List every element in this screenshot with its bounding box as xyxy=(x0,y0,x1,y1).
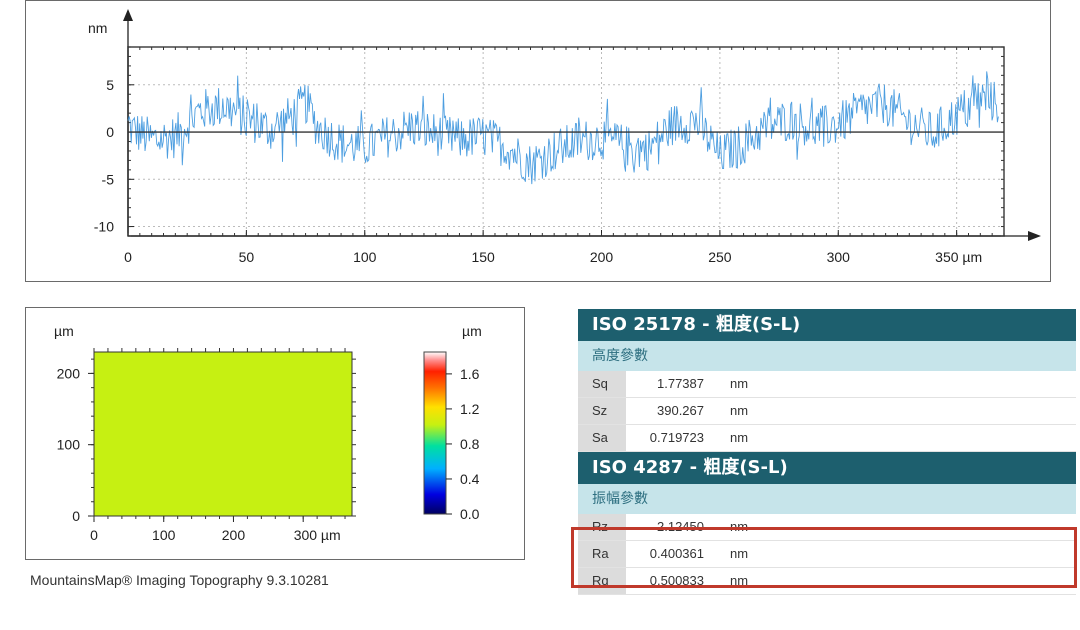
colorbar-tick-label: 0.0 xyxy=(460,506,480,522)
colorbar-tick-label: 1.2 xyxy=(460,401,480,417)
map-y-unit: µm xyxy=(54,323,74,339)
param-value: 0.719723 xyxy=(649,430,704,445)
map-x-tick-label: 200 xyxy=(222,527,246,543)
section-subtitle-amplitude: 振幅參數 xyxy=(578,484,1076,514)
param-row-sa: Sa 0.719723 nm xyxy=(578,425,1076,452)
heatmap-panel: µm 0 100 200 300 µm 0 100 200 µm 1.6 1.2 0.8 0.4 0.0 xyxy=(25,307,525,560)
param-unit: nm xyxy=(730,573,749,588)
topography-map: µm 0 100 200 300 µm 0 100 200 µm 1.6 1.2 0.8 0.4 0.0 xyxy=(54,323,482,543)
param-filler xyxy=(772,371,1076,397)
x-tick-label: 250 xyxy=(708,249,732,265)
param-row-sz: Sz 390.267 nm xyxy=(578,398,1076,425)
colorbar xyxy=(423,351,447,515)
y-tick-label: 0 xyxy=(106,124,114,140)
param-unit: nm xyxy=(730,546,749,561)
y-tick-label: -10 xyxy=(94,219,114,235)
section-title-iso25178: ISO 25178 - 粗度(S-L) xyxy=(578,309,1076,341)
map-surface xyxy=(93,351,353,517)
x-tick-label: 150 xyxy=(471,249,495,265)
map-y-tick-label: 0 xyxy=(72,508,80,524)
param-value: 1.77387 xyxy=(657,376,704,391)
map-x-tick-label: 300 µm xyxy=(294,527,341,543)
param-name: Sa xyxy=(578,425,626,451)
map-x-tick-label: 0 xyxy=(90,527,98,543)
x-tick-label: 300 xyxy=(827,249,851,265)
highlight-box-ra-rq xyxy=(571,527,1077,588)
param-name: Rq xyxy=(578,568,626,594)
param-value: 390.267 xyxy=(657,403,704,418)
x-tick-label: 100 xyxy=(353,249,377,265)
param-name: Sq xyxy=(578,371,626,397)
x-tick-label: 200 xyxy=(590,249,614,265)
colorbar-unit: µm xyxy=(462,323,482,339)
param-value: 0.400361 xyxy=(649,546,704,561)
x-axis-arrow xyxy=(1028,231,1041,241)
param-unit: nm xyxy=(730,376,749,391)
colorbar-tick-label: 0.4 xyxy=(460,471,480,487)
param-unit: nm xyxy=(730,403,749,418)
param-unit: nm xyxy=(730,430,749,445)
x-tick-label: 50 xyxy=(239,249,255,265)
parameter-table: ISO 25178 - 粗度(S-L) 高度參數 Sq 1.77387 nm Sz 39… xyxy=(578,309,1076,595)
param-filler xyxy=(772,425,1076,451)
y-unit-label: nm xyxy=(88,20,107,36)
param-filler xyxy=(772,398,1076,424)
map-y-tick-label: 100 xyxy=(57,437,81,453)
y-tick-label: 5 xyxy=(106,77,114,93)
y-tick-label: -5 xyxy=(102,171,115,187)
rows-iso4287: Rz 2.12450 nm Ra 0.400361 nm Rq 0.500833 nm xyxy=(578,514,1076,595)
param-name: Ra xyxy=(578,541,626,567)
profile-chart-panel: nm 0 50 100 150 200 250 300 350 µm 5 0 -5 -10 xyxy=(25,0,1051,282)
y-axis-arrow xyxy=(123,9,133,21)
map-y-tick-label: 200 xyxy=(57,365,81,381)
software-footer: MountainsMap® Imaging Topography 9.3.102… xyxy=(30,572,329,588)
param-name: Sz xyxy=(578,398,626,424)
param-row-ra: Ra 0.400361 nm xyxy=(578,541,1076,568)
param-value: 0.500833 xyxy=(649,573,704,588)
profile-series-line xyxy=(127,71,999,185)
section-subtitle-height: 高度參數 xyxy=(578,341,1076,371)
param-row-sq: Sq 1.77387 nm xyxy=(578,371,1076,398)
x-tick-label: 350 µm xyxy=(935,249,982,265)
map-x-tick-label: 100 xyxy=(152,527,176,543)
colorbar-tick-label: 1.6 xyxy=(460,366,480,382)
rows-iso25178: Sq 1.77387 nm Sz 390.267 nm Sa 0.719723 nm xyxy=(578,371,1076,452)
x-tick-label: 0 xyxy=(124,249,132,265)
param-value: 2.12450 xyxy=(657,519,704,534)
param-unit: nm xyxy=(730,519,749,534)
section-title-iso4287: ISO 4287 - 粗度(S-L) xyxy=(578,452,1076,484)
param-row-rq: Rq 0.500833 nm xyxy=(578,568,1076,595)
colorbar-tick-label: 0.8 xyxy=(460,436,480,452)
